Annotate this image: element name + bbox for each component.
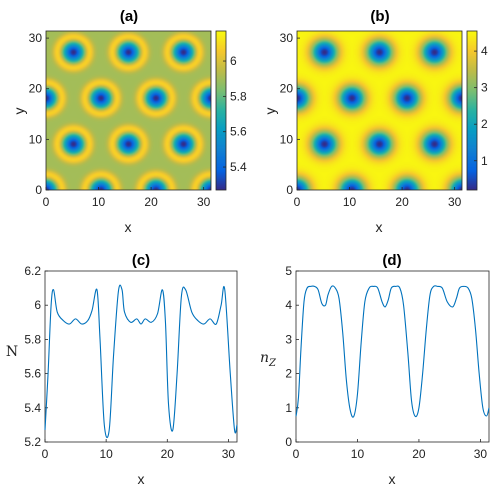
axes-a-xtick-label: 20 (144, 195, 158, 209)
axes-c-yticks: 5.2 5.4 5.6 5.8 6 6.2 (24, 264, 48, 449)
colorbar-a-tick-label: 5.8 (230, 89, 247, 103)
axes-a-ytick-label: 30 (29, 31, 43, 45)
axes-c-xticks: 0 10 20 30 (42, 439, 236, 461)
axes-d-xtick-label: 20 (412, 447, 426, 461)
colorbar-b-tick-label: 3 (481, 81, 488, 95)
colorbar-b-tick-label: 1 (481, 154, 488, 168)
axes-a-xlabel: x (125, 219, 132, 235)
axes-a-frame (45, 30, 212, 191)
axes-b-ytick-label: 10 (280, 132, 294, 146)
heatmap-b (297, 31, 462, 190)
axes-c-ytick-label: 5.8 (24, 332, 41, 346)
colorbar-b-ticks: 1 2 3 4 (474, 44, 488, 168)
panel-b-title: (b) (370, 8, 389, 25)
axes-d-ylabel-sub: Z (268, 358, 277, 369)
axes-c-frame (44, 270, 238, 443)
panel-d-title: (d) (382, 252, 401, 269)
axes-a-xtick-label: 0 (43, 195, 50, 209)
axes-d-ytick-label: 3 (285, 332, 292, 346)
axes-c-ytick-label: 5.4 (24, 401, 41, 415)
axes-a-xticks: 0 10 20 30 (43, 187, 211, 209)
axes-d-ytick-label: 1 (285, 401, 292, 415)
axes-c-xlabel: x (138, 471, 145, 487)
colorbar-a-tick-label: 5.6 (230, 125, 247, 139)
colorbar-b-frame (466, 30, 478, 191)
colorbar-a-frame (215, 30, 227, 191)
axes-c-ytick-label: 5.2 (24, 435, 41, 449)
axes-d-xlabel: x (389, 471, 396, 487)
panel-a-title: (a) (120, 8, 138, 25)
axes-b-xtick-label: 20 (395, 195, 409, 209)
panel-a: (a) 0 10 20 30 0 10 20 30 x y 5.4 5.6 5.8 6 (11, 8, 247, 235)
series-line-d (295, 285, 490, 418)
axes-c-ytick-label: 6.2 (24, 264, 41, 278)
axes-c-xtick-label: 30 (222, 447, 236, 461)
axes-a-xtick-label: 10 (92, 195, 106, 209)
series-line-c (44, 284, 238, 438)
panel-c: (c) 0 10 20 30 5.2 5.4 5.6 5.8 6 6.2 x N (6, 252, 238, 487)
axes-a-ytick-label: 10 (29, 132, 43, 146)
axes-c-xtick-label: 10 (99, 447, 113, 461)
axes-c-xtick-label: 20 (161, 447, 175, 461)
panel-d: (d) 0 10 20 30 0 1 2 3 4 5 x nZ (260, 252, 490, 487)
axes-d-xtick-label: 10 (351, 447, 365, 461)
axes-b-ytick-label: 20 (280, 82, 294, 96)
axes-a-ytick-label: 0 (35, 183, 42, 197)
axes-d-xtick-label: 0 (293, 447, 300, 461)
axes-a-yticks: 0 10 20 30 (29, 31, 49, 197)
panel-b: (b) 0 10 20 30 0 10 20 30 x y 1 2 3 4 (262, 8, 488, 235)
panel-c-title: (c) (132, 252, 150, 269)
axes-d-ylabel: nZ (260, 350, 277, 369)
axes-d-ylabel-main: n (260, 350, 269, 366)
axes-c-ylabel: N (6, 344, 18, 360)
axes-a-xtick-label: 30 (197, 195, 211, 209)
axes-d-xticks: 0 10 20 30 (293, 439, 488, 461)
heatmap-a (46, 31, 211, 190)
axes-b-xtick-label: 30 (448, 195, 462, 209)
axes-c-ytick-label: 5.6 (24, 367, 41, 381)
axes-b-xticks: 0 10 20 30 (294, 187, 462, 209)
colorbar-b-tick-label: 2 (481, 117, 488, 131)
axes-b-xlabel: x (376, 219, 383, 235)
axes-d-ytick-label: 4 (285, 298, 292, 312)
colorbar-b (467, 31, 477, 190)
axes-b-frame (296, 30, 463, 191)
axes-d-ytick-label: 5 (285, 264, 292, 278)
colorbar-a (216, 31, 226, 190)
axes-b-ytick-label: 0 (286, 183, 293, 197)
axes-b-ylabel: y (262, 108, 278, 115)
axes-a-ytick-label: 20 (29, 82, 43, 96)
colorbar-a-tick-label: 6 (230, 54, 237, 68)
axes-b-xtick-label: 0 (294, 195, 301, 209)
colorbar-b-tick-label: 4 (481, 44, 488, 58)
axes-b-xtick-label: 10 (343, 195, 357, 209)
axes-d-xtick-label: 30 (474, 447, 488, 461)
axes-d-frame (295, 270, 490, 443)
axes-a-ylabel: y (11, 108, 27, 115)
axes-b-yticks: 0 10 20 30 (280, 31, 300, 197)
axes-d-ytick-label: 0 (285, 435, 292, 449)
axes-b-ytick-label: 30 (280, 31, 294, 45)
axes-d-yticks: 0 1 2 3 4 5 (285, 264, 299, 449)
colorbar-a-ticks: 5.4 5.6 5.8 6 (223, 54, 247, 174)
axes-c-xtick-label: 0 (42, 447, 49, 461)
colorbar-a-tick-label: 5.4 (230, 160, 247, 174)
axes-d-ytick-label: 2 (285, 367, 292, 381)
axes-c-ytick-label: 6 (34, 298, 41, 312)
